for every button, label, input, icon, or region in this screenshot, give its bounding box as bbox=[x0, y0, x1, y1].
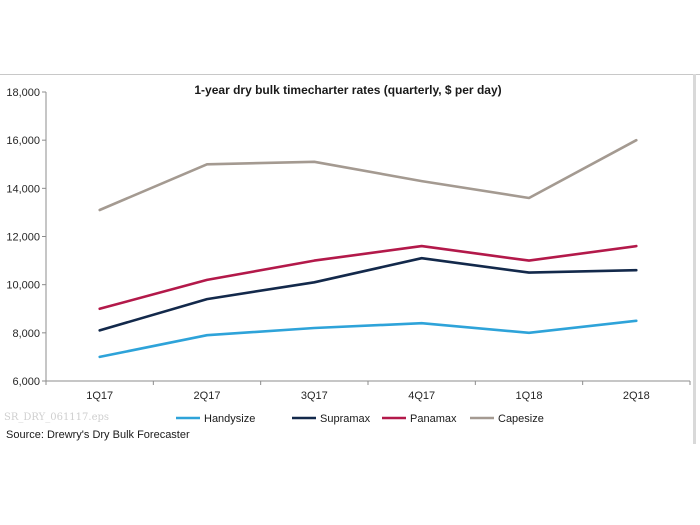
x-tick-label: 4Q17 bbox=[408, 390, 435, 402]
right-edge-border bbox=[693, 74, 696, 444]
y-axis-ticks: 6,000 8,000 10,000 12,000 14,000 16,000 18,000 bbox=[6, 87, 46, 388]
y-tick-label: 6,000 bbox=[12, 376, 40, 388]
legend-label: Capesize bbox=[498, 413, 544, 425]
file-watermark: SR_DRY_061117.eps bbox=[4, 412, 110, 423]
x-tick-label: 1Q17 bbox=[86, 390, 113, 402]
y-tick-label: 14,000 bbox=[6, 183, 40, 195]
x-tick-label: 2Q18 bbox=[623, 390, 650, 402]
legend-label: Supramax bbox=[320, 413, 371, 425]
top-divider bbox=[0, 74, 700, 75]
chart-title: 1-year dry bulk timecharter rates (quart… bbox=[194, 83, 501, 97]
series-line-handysize bbox=[98, 319, 638, 359]
y-tick-label: 12,000 bbox=[6, 232, 40, 244]
x-axis-ticks: 1Q17 2Q17 3Q17 4Q17 1Q18 2Q18 bbox=[45, 381, 691, 402]
y-tick-label: 10,000 bbox=[6, 280, 40, 292]
y-tick-label: 18,000 bbox=[6, 87, 40, 99]
y-tick-label: 16,000 bbox=[6, 135, 40, 147]
y-tick-label: 8,000 bbox=[12, 328, 40, 340]
series-lines bbox=[98, 138, 638, 359]
series-line-supramax bbox=[98, 256, 638, 332]
chart-axes bbox=[45, 92, 690, 382]
legend-label: Handysize bbox=[204, 413, 255, 425]
x-tick-label: 2Q17 bbox=[194, 390, 221, 402]
source-note: Source: Drewry's Dry Bulk Forecaster bbox=[6, 429, 190, 441]
x-tick-label: 1Q18 bbox=[516, 390, 543, 402]
line-chart: 1-year dry bulk timecharter rates (quart… bbox=[6, 83, 691, 425]
legend: Handysize Supramax Panamax Capesize bbox=[176, 413, 544, 425]
x-tick-label: 3Q17 bbox=[301, 390, 328, 402]
series-line-panamax bbox=[98, 244, 638, 311]
series-line-capesize bbox=[98, 138, 638, 212]
legend-label: Panamax bbox=[410, 413, 457, 425]
